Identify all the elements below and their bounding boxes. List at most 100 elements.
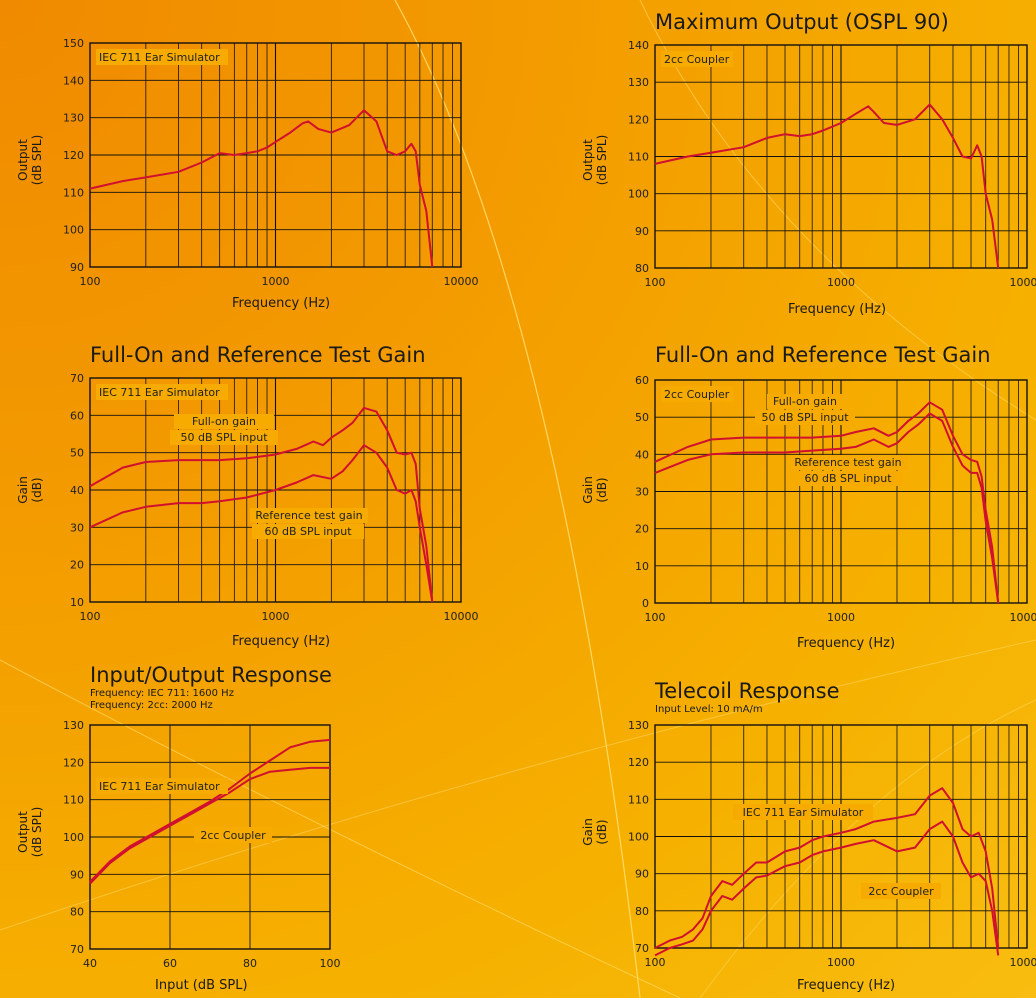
annotation-label: Reference test gain	[255, 509, 362, 522]
x-tick-label: 10000	[1010, 276, 1036, 289]
y-axis-label-line1: Output	[16, 811, 30, 853]
plot-area-5: 70 80 90 100 110 120 130 40 60 80 100 IEC 711 Ear S…	[63, 719, 341, 970]
chart-title: Full-On and Reference Test Gain	[655, 343, 991, 367]
x-axis-label: Frequency (Hz)	[797, 978, 896, 993]
annotation-label: 50 dB SPL input	[180, 431, 268, 444]
annotation-box	[861, 883, 941, 899]
y-axis-label-line1: Gain	[16, 476, 30, 504]
y-tick-label: 40	[70, 484, 84, 497]
x-tick-label: 10000	[1010, 611, 1036, 624]
y-axis-label-line2: (dB)	[30, 477, 44, 503]
plot-frame	[654, 44, 1028, 269]
annotation-box	[788, 455, 908, 470]
y-tick-label: 0	[642, 597, 649, 610]
x-tick-label: 100	[320, 957, 341, 970]
plot-area-3: 10 20 30 40 50 60 70 100 1000 10000 IEC 711 Ear Si…	[70, 372, 479, 623]
annotation-label: 2cc Coupler	[664, 53, 730, 66]
annotation-box	[170, 430, 278, 445]
y-tick-label: 130	[628, 719, 649, 732]
x-tick-label: 1000	[262, 610, 290, 623]
y-tick-label: 130	[63, 719, 84, 732]
x-tick-label: 10000	[444, 275, 479, 288]
x-tick-label: 80	[243, 957, 257, 970]
y-tick-label: 120	[628, 113, 649, 126]
y-tick-label: 110	[63, 186, 84, 199]
annotation-box	[174, 414, 274, 429]
y-tick-label: 20	[70, 559, 84, 572]
x-tick-label: 10000	[1010, 956, 1036, 969]
x-axis-label: Input (dB SPL)	[155, 978, 248, 993]
x-tick-label: 100	[80, 610, 101, 623]
x-tick-label: 100	[645, 276, 666, 289]
y-tick-label: 100	[63, 831, 84, 844]
y-tick-label: 130	[63, 112, 84, 125]
series-line-1	[654, 103, 1000, 269]
annotation-label: 60 dB SPL input	[264, 525, 352, 538]
x-tick-label: 1000	[262, 275, 290, 288]
y-tick-label: 50	[70, 447, 84, 460]
annotation-box	[96, 384, 228, 400]
y-tick-label: 60	[635, 374, 649, 387]
y-axis-label: Gain (dB)	[581, 450, 609, 530]
chart-subtitle-1: Input Level: 10 mA/m	[655, 704, 763, 715]
y-axis-label-line2: (dB SPL)	[30, 134, 44, 186]
y-tick-label: 120	[628, 756, 649, 769]
y-tick-label: 70	[635, 942, 649, 955]
annotation-box	[661, 386, 733, 402]
y-tick-label: 80	[635, 262, 649, 275]
y-tick-label: 110	[63, 794, 84, 807]
plot-area-2: 80 90 100 110 120 130 140 100 1000 10000 2cc Coupl…	[628, 39, 1036, 289]
annotation-label: 50 dB SPL input	[761, 411, 849, 424]
x-tick-label: 100	[645, 611, 666, 624]
x-tick-label: 1000	[827, 611, 855, 624]
y-tick-label: 90	[70, 261, 84, 274]
annotation-box	[96, 778, 228, 794]
y-tick-label: 120	[63, 756, 84, 769]
chart-title: Input/Output Response	[90, 663, 332, 687]
x-tick-label: 60	[163, 957, 177, 970]
annotation-label: Full-on gain	[773, 395, 837, 408]
y-tick-label: 70	[70, 943, 84, 956]
x-axis-label: Frequency (Hz)	[797, 636, 896, 651]
y-tick-label: 90	[635, 225, 649, 238]
y-tick-label: 110	[628, 151, 649, 164]
plot-frame	[654, 379, 1028, 604]
y-tick-label: 50	[635, 411, 649, 424]
y-tick-label: 40	[635, 448, 649, 461]
annotation-label: IEC 711 Ear Simulator	[99, 386, 220, 399]
chart-subtitle-1: Frequency: IEC 711: 1600 Hz	[90, 688, 234, 699]
chart-title: Maximum Output (OSPL 90)	[655, 10, 949, 34]
y-axis-label: Output (dB SPL)	[16, 792, 44, 872]
x-tick-label: 1000	[827, 956, 855, 969]
y-axis-label-line1: Gain	[581, 818, 595, 846]
chart-title: Full-On and Reference Test Gain	[90, 343, 426, 367]
x-axis-label: Frequency (Hz)	[232, 634, 331, 649]
y-tick-label: 150	[63, 37, 84, 50]
y-tick-label: 70	[70, 372, 84, 385]
x-tick-label: 100	[645, 956, 666, 969]
y-tick-label: 140	[63, 74, 84, 87]
y-axis-label-line2: (dB)	[595, 477, 609, 503]
annotation-label: 2cc Coupler	[664, 388, 730, 401]
series-line-1	[654, 787, 1000, 949]
x-tick-label: 40	[83, 957, 97, 970]
y-axis-label-line2: (dB SPL)	[30, 806, 44, 858]
annotation-box	[250, 508, 368, 523]
series-line-2	[654, 412, 1000, 604]
y-axis-label: Gain (dB)	[581, 792, 609, 872]
annotation-box	[767, 394, 843, 409]
chart-title: Telecoil Response	[655, 679, 840, 703]
annotation-box	[733, 804, 873, 820]
annotation-box	[252, 524, 364, 539]
y-axis-label-line2: (dB)	[595, 819, 609, 845]
x-axis-label: Frequency (Hz)	[788, 302, 887, 317]
annotation-label: 2cc Coupler	[200, 829, 266, 842]
y-axis-label-line1: Gain	[581, 476, 595, 504]
y-tick-label: 80	[635, 905, 649, 918]
y-tick-label: 110	[628, 793, 649, 806]
y-tick-label: 130	[628, 76, 649, 89]
series-line-2	[89, 766, 330, 885]
y-tick-label: 100	[628, 831, 649, 844]
y-tick-label: 90	[70, 868, 84, 881]
